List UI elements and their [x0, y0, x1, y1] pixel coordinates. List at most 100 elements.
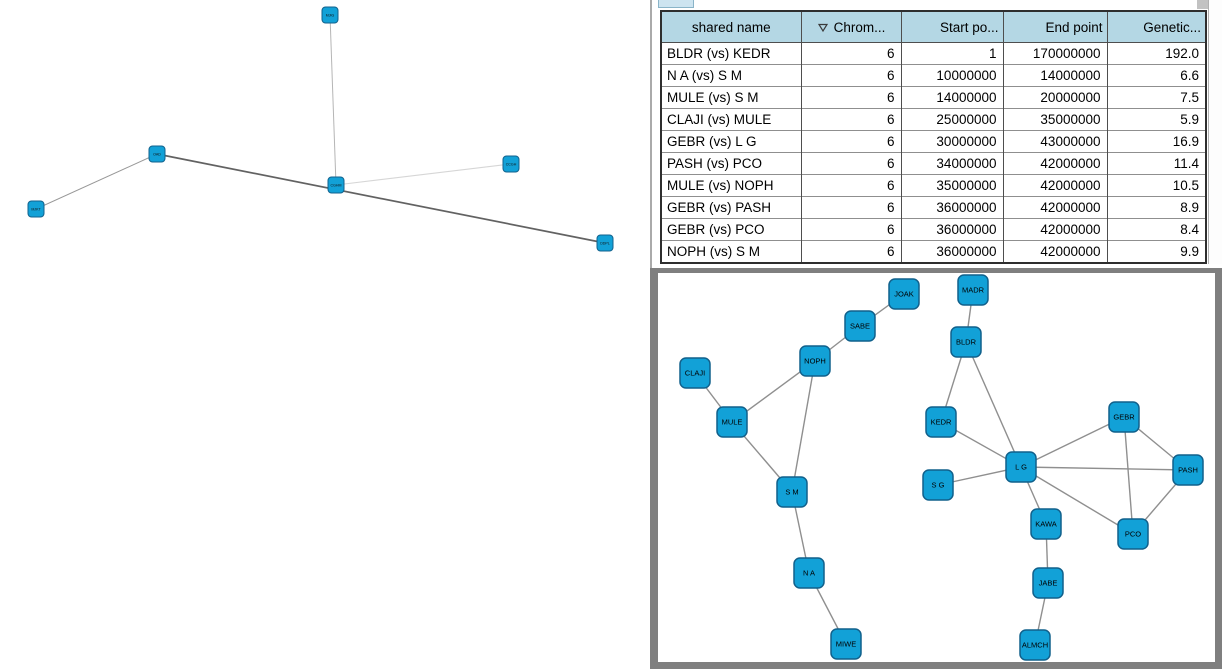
cell-shared-name[interactable]: PASH (vs) PCO	[660, 152, 801, 175]
overview-node[interactable]: CCGH	[502, 155, 520, 173]
column-header-chrom-[interactable]: Chrom...	[800, 10, 902, 43]
overview-node[interactable]: MJKT	[27, 200, 45, 218]
cell-value[interactable]: 5.9	[1106, 108, 1206, 131]
cell-value[interactable]: 6	[800, 108, 901, 131]
cell-value[interactable]: 25000000	[900, 108, 1003, 131]
cell-shared-name[interactable]: MULE (vs) NOPH	[660, 174, 801, 197]
cell-value[interactable]: 1	[900, 42, 1003, 65]
cell-value[interactable]: 42000000	[1002, 240, 1107, 263]
table-row[interactable]: GEBR (vs) PCO 6 36000000 42000000 8.4	[660, 218, 1206, 241]
cell-value[interactable]: 11.4	[1106, 152, 1206, 175]
cell-value[interactable]: 14000000	[900, 86, 1003, 109]
filter-funnel-icon[interactable]	[817, 22, 829, 33]
cell-value[interactable]: 34000000	[900, 152, 1003, 175]
cell-value[interactable]: 35000000	[1002, 108, 1107, 131]
cell-shared-name[interactable]: GEBR (vs) PASH	[660, 196, 801, 219]
column-header-shared-name[interactable]: shared name	[660, 10, 802, 43]
cell-shared-name[interactable]: BLDR (vs) KEDR	[660, 42, 801, 65]
table-row[interactable]: PASH (vs) PCO 6 34000000 42000000 11.4	[660, 152, 1206, 175]
cell-shared-name[interactable]: NOPH (vs) S M	[660, 240, 801, 263]
cell-value[interactable]: 35000000	[900, 174, 1003, 197]
table-tab-stub[interactable]	[658, 0, 694, 8]
network-overview-panel[interactable]: MJIG CGHM MJKT OAD CCGH DDPL	[0, 0, 650, 669]
cell-value[interactable]: 42000000	[1002, 218, 1107, 241]
table-row[interactable]: CLAJI (vs) MULE 6 25000000 35000000 5.9	[660, 108, 1206, 131]
cell-value[interactable]: 6	[800, 86, 901, 109]
edge-NOPH-S M[interactable]	[791, 360, 816, 493]
cell-value[interactable]: 192.0	[1106, 42, 1206, 65]
node-CLAJI[interactable]: CLAJI	[679, 357, 711, 389]
cell-value[interactable]: 9.9	[1106, 240, 1206, 263]
cell-value[interactable]: 6	[800, 130, 901, 153]
node-JABE[interactable]: JABE	[1032, 567, 1064, 599]
table-row[interactable]: NOPH (vs) S M 6 36000000 42000000 9.9	[660, 240, 1206, 263]
table-row[interactable]: BLDR (vs) KEDR 6 1 170000000 192.0	[660, 42, 1206, 65]
table-row[interactable]: N A (vs) S M 6 10000000 14000000 6.6	[660, 64, 1206, 87]
node-GEBR[interactable]: GEBR	[1108, 401, 1140, 433]
cell-value[interactable]: 30000000	[900, 130, 1003, 153]
detail-canvas[interactable]: JOAK MADR SABE NOPH BLDR CLAJI MULE KEDR GEBR L G…	[658, 273, 1215, 662]
cell-value[interactable]: 42000000	[1002, 174, 1107, 197]
cell-value[interactable]: 6	[800, 64, 901, 87]
cell-value[interactable]: 10000000	[900, 64, 1003, 87]
column-header-start-po-[interactable]: Start po...	[900, 10, 1004, 43]
cell-shared-name[interactable]: CLAJI (vs) MULE	[660, 108, 801, 131]
edge-GEBR-PCO[interactable]	[1123, 416, 1134, 535]
node-MADR[interactable]: MADR	[957, 274, 989, 306]
vertical-scrollbar[interactable]	[1208, 0, 1222, 264]
cell-value[interactable]: 43000000	[1002, 130, 1107, 153]
cell-value[interactable]: 42000000	[1002, 152, 1107, 175]
node-S M[interactable]: S M	[776, 476, 808, 508]
cell-value[interactable]: 20000000	[1002, 86, 1107, 109]
cell-value[interactable]: 36000000	[900, 218, 1003, 241]
node-L G[interactable]: L G	[1005, 451, 1037, 483]
node-SABE[interactable]: SABE	[844, 310, 876, 342]
cell-value[interactable]: 36000000	[900, 240, 1003, 263]
table-row[interactable]: MULE (vs) NOPH 6 35000000 42000000 10.5	[660, 174, 1206, 197]
node-PASH[interactable]: PASH	[1172, 454, 1204, 486]
cell-value[interactable]: 6	[800, 42, 901, 65]
table-row[interactable]: GEBR (vs) PASH 6 36000000 42000000 8.9	[660, 196, 1206, 219]
node-S G[interactable]: S G	[922, 469, 954, 501]
cell-value[interactable]: 6	[800, 196, 901, 219]
cell-value[interactable]: 170000000	[1002, 42, 1107, 65]
node-KAWA[interactable]: KAWA	[1030, 508, 1062, 540]
edge-BLDR-L G[interactable]	[965, 341, 1022, 468]
cell-value[interactable]: 14000000	[1002, 64, 1107, 87]
node-PCO[interactable]: PCO	[1117, 518, 1149, 550]
cell-value[interactable]: 42000000	[1002, 196, 1107, 219]
node-N A[interactable]: N A	[793, 557, 825, 589]
cell-value[interactable]: 8.9	[1106, 196, 1206, 219]
cell-value[interactable]: 36000000	[900, 196, 1003, 219]
node-NOPH[interactable]: NOPH	[799, 345, 831, 377]
node-MIWE[interactable]: MIWE	[830, 628, 862, 660]
cell-value[interactable]: 6	[800, 218, 901, 241]
cell-value[interactable]: 6	[800, 174, 901, 197]
cell-shared-name[interactable]: GEBR (vs) L G	[660, 130, 801, 153]
column-header-end-point[interactable]: End point	[1002, 10, 1108, 43]
node-BLDR[interactable]: BLDR	[950, 326, 982, 358]
cell-value[interactable]: 8.4	[1106, 218, 1206, 241]
cell-value[interactable]: 10.5	[1106, 174, 1206, 197]
column-header-genetic-[interactable]: Genetic...	[1106, 10, 1207, 43]
cell-shared-name[interactable]: GEBR (vs) PCO	[660, 218, 801, 241]
table-row[interactable]: GEBR (vs) L G 6 30000000 43000000 16.9	[660, 130, 1206, 153]
node-KEDR[interactable]: KEDR	[925, 406, 957, 438]
table-row[interactable]: MULE (vs) S M 6 14000000 20000000 7.5	[660, 86, 1206, 109]
cell-value[interactable]: 7.5	[1106, 86, 1206, 109]
horizontal-scrollbar-stub[interactable]	[1197, 0, 1208, 9]
node-ALMCH[interactable]: ALMCH	[1019, 629, 1051, 661]
overview-node[interactable]: OAD	[148, 145, 166, 163]
cell-shared-name[interactable]: N A (vs) S M	[660, 64, 801, 87]
overview-node[interactable]: CGHM	[327, 176, 345, 194]
cell-value[interactable]: 6	[800, 240, 901, 263]
edge-L G-GEBR[interactable]	[1020, 416, 1125, 468]
cell-value[interactable]: 16.9	[1106, 130, 1206, 153]
node-MULE[interactable]: MULE	[716, 406, 748, 438]
node-JOAK[interactable]: JOAK	[888, 278, 920, 310]
overview-node[interactable]: DDPL	[596, 234, 614, 252]
edge-L G-PCO[interactable]	[1020, 466, 1134, 535]
edge-L G-PASH[interactable]	[1020, 466, 1189, 471]
cell-shared-name[interactable]: MULE (vs) S M	[660, 86, 801, 109]
